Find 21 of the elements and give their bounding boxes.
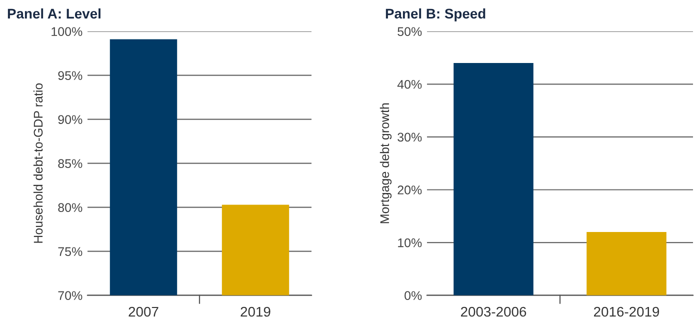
chart-title: Panel B: Speed xyxy=(386,8,486,22)
y-axis-title: Household debt-to-GDP ratio xyxy=(33,83,43,243)
y-tick-label: 100% xyxy=(52,27,82,36)
x-tick-label: 2019 xyxy=(240,306,270,317)
y-tick-label: 85% xyxy=(58,159,82,168)
y-tick-label: 95% xyxy=(58,71,82,80)
y-tick-label: 20% xyxy=(398,186,422,194)
y-tick-label: 40% xyxy=(397,80,422,89)
y-tick-label: 0% xyxy=(404,291,422,300)
y-tick-label: 10% xyxy=(398,238,422,248)
chart-title: Panel A: Level xyxy=(8,8,100,19)
y-tick-label: 90% xyxy=(58,115,82,124)
y-axis-title: Mortgage debt growth xyxy=(380,103,392,224)
x-tick-label: 2003-2006 xyxy=(460,306,526,317)
y-tick-label: 30% xyxy=(398,132,422,142)
y-tick-label: 70% xyxy=(58,291,82,300)
y-tick-label: 80% xyxy=(58,203,82,212)
y-tick-label: 50% xyxy=(398,27,422,36)
x-tick-label: 2016-2019 xyxy=(594,306,660,317)
x-tick-label: 2007 xyxy=(128,306,158,317)
y-tick-label: 75% xyxy=(58,247,82,256)
